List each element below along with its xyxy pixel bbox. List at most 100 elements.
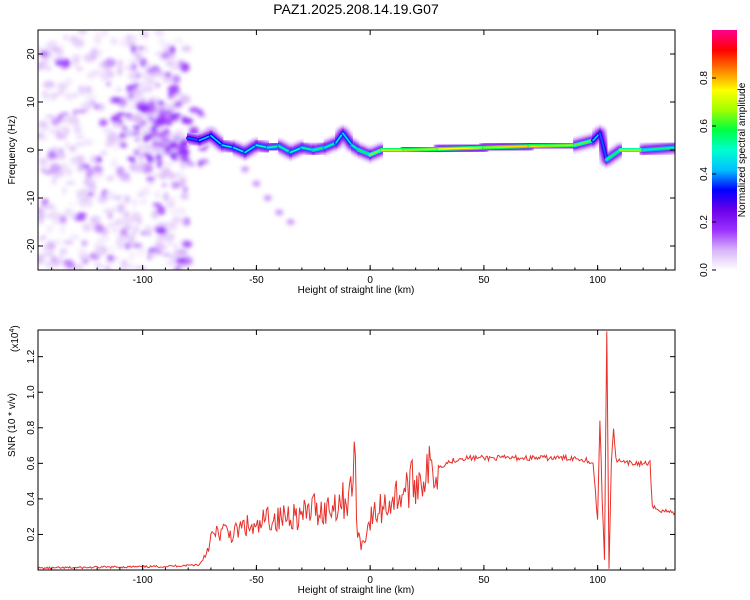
noise-blob <box>73 54 84 58</box>
noise-blob <box>143 45 149 55</box>
noise-blob <box>50 210 60 220</box>
noise-blob <box>84 224 96 231</box>
noise-blob <box>148 85 153 93</box>
noise-blob <box>156 226 167 235</box>
noise-blob <box>97 103 106 112</box>
noise-blob <box>127 74 133 79</box>
noise-blob <box>181 116 187 124</box>
noise-blob <box>116 138 127 144</box>
noise-blob <box>130 163 142 173</box>
snr-y-exponent-base: (x10 <box>10 332 21 352</box>
noise-blob <box>129 33 138 44</box>
noise-blob <box>139 158 145 165</box>
noise-blob <box>166 121 173 126</box>
noise-blob <box>124 64 129 71</box>
colorbar-tick-label: 0.4 <box>699 167 710 181</box>
snr-frame <box>37 329 676 571</box>
noise-blob <box>51 176 57 186</box>
noise-blob <box>38 45 43 53</box>
colorbar: 0.0 0.2 0.4 0.6 0.8 Normalized spectral ampl… <box>699 30 748 277</box>
noise-blob <box>158 36 165 44</box>
colorbar-axis: 0.0 0.2 0.4 0.6 0.8 <box>699 71 716 277</box>
noise-blob <box>145 63 153 68</box>
noise-blob <box>162 129 171 136</box>
noise-blob <box>40 163 48 170</box>
noise-blob <box>116 112 126 117</box>
noise-blob <box>64 77 73 87</box>
ridge-peak <box>198 134 212 142</box>
noise-blob <box>151 209 158 220</box>
noise-blob <box>65 181 76 185</box>
noise-blob <box>110 158 119 169</box>
noise-blob <box>59 248 68 255</box>
noise-blob <box>111 227 119 234</box>
y-tick-label: 0.4 <box>26 492 37 506</box>
noise-blob <box>131 88 144 97</box>
noise-blob <box>94 223 105 234</box>
snr-background <box>38 330 675 570</box>
noise-blob <box>178 177 187 188</box>
noise-blob <box>49 163 62 173</box>
noise-blob <box>167 172 177 180</box>
noise-blob <box>143 30 149 39</box>
noise-blob <box>125 113 133 118</box>
ridge-peak <box>369 149 383 156</box>
noise-blob <box>42 252 54 257</box>
noise-blob <box>180 62 190 72</box>
noise-blob <box>154 51 164 56</box>
noise-blob <box>143 153 152 158</box>
noise-blob <box>120 233 129 241</box>
noise-blob <box>39 50 49 58</box>
noise-blob <box>105 135 113 140</box>
noise-blob <box>44 115 57 119</box>
noise-blob <box>160 41 171 50</box>
noise-blob <box>146 79 156 84</box>
streak-blob <box>286 219 295 225</box>
noise-blob <box>128 105 136 110</box>
noise-blob <box>157 142 163 147</box>
noise-blob <box>65 92 74 101</box>
noise-blob <box>95 265 107 269</box>
noise-blob <box>47 40 58 49</box>
noise-blob <box>147 96 157 101</box>
noise-blob <box>98 118 108 127</box>
noise-blob <box>109 71 115 77</box>
noise-blob <box>45 225 54 234</box>
noise-blob <box>58 148 64 153</box>
noise-blob <box>160 170 169 176</box>
y-tick-label: 0.2 <box>26 527 37 541</box>
noise-blob <box>60 224 66 235</box>
noise-blob <box>116 166 125 176</box>
noise-blob <box>131 51 143 57</box>
noise-blob <box>125 264 137 270</box>
noise-blob <box>135 251 140 257</box>
noise-blob <box>143 135 149 143</box>
noise-blob <box>144 224 153 234</box>
noise-blob <box>155 235 167 242</box>
noise-blob <box>87 179 97 186</box>
noise-blob <box>118 132 126 139</box>
snr-y-exponent-close: ) <box>10 325 21 328</box>
streak-blob <box>275 209 284 216</box>
noise-blob <box>131 198 138 208</box>
noise-blob <box>169 45 176 55</box>
noise-blob <box>163 253 170 257</box>
noise-blob <box>94 247 105 256</box>
noise-blob <box>145 74 153 79</box>
noise-blob <box>38 150 42 154</box>
noise-blob <box>165 231 171 240</box>
noise-blob <box>136 193 146 197</box>
noise-blob <box>133 149 141 156</box>
noise-blob <box>124 194 131 204</box>
noise-blob <box>149 71 160 76</box>
noise-blob <box>197 112 206 118</box>
noise-blob <box>55 59 63 66</box>
noise-blob <box>58 253 64 261</box>
noise-blob <box>130 77 139 83</box>
noise-blob <box>102 129 112 133</box>
noise-blob <box>82 139 94 146</box>
noise-blob <box>128 58 138 63</box>
ridge-peak <box>605 149 622 161</box>
noise-blob <box>118 59 123 68</box>
